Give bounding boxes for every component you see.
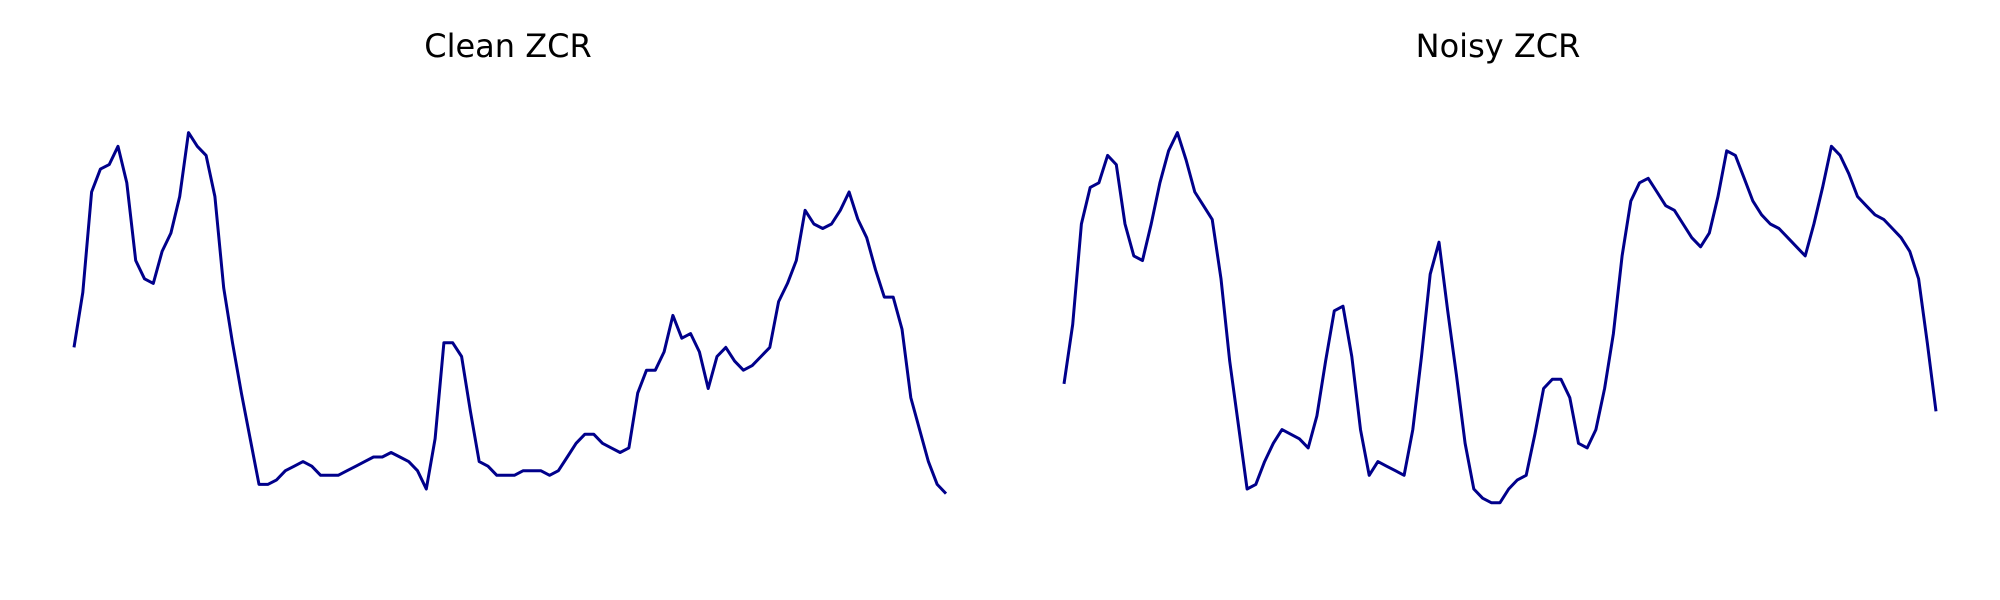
clean-zcr-line — [72, 131, 948, 495]
clean-zcr-panel: Clean ZCR — [72, 27, 948, 495]
clean-zcr-title: Clean ZCR — [424, 27, 591, 65]
noisy-zcr-panel: Noisy ZCR — [1062, 27, 1938, 505]
noisy-zcr-title: Noisy ZCR — [1416, 27, 1581, 65]
noisy-zcr-line — [1062, 131, 1938, 505]
